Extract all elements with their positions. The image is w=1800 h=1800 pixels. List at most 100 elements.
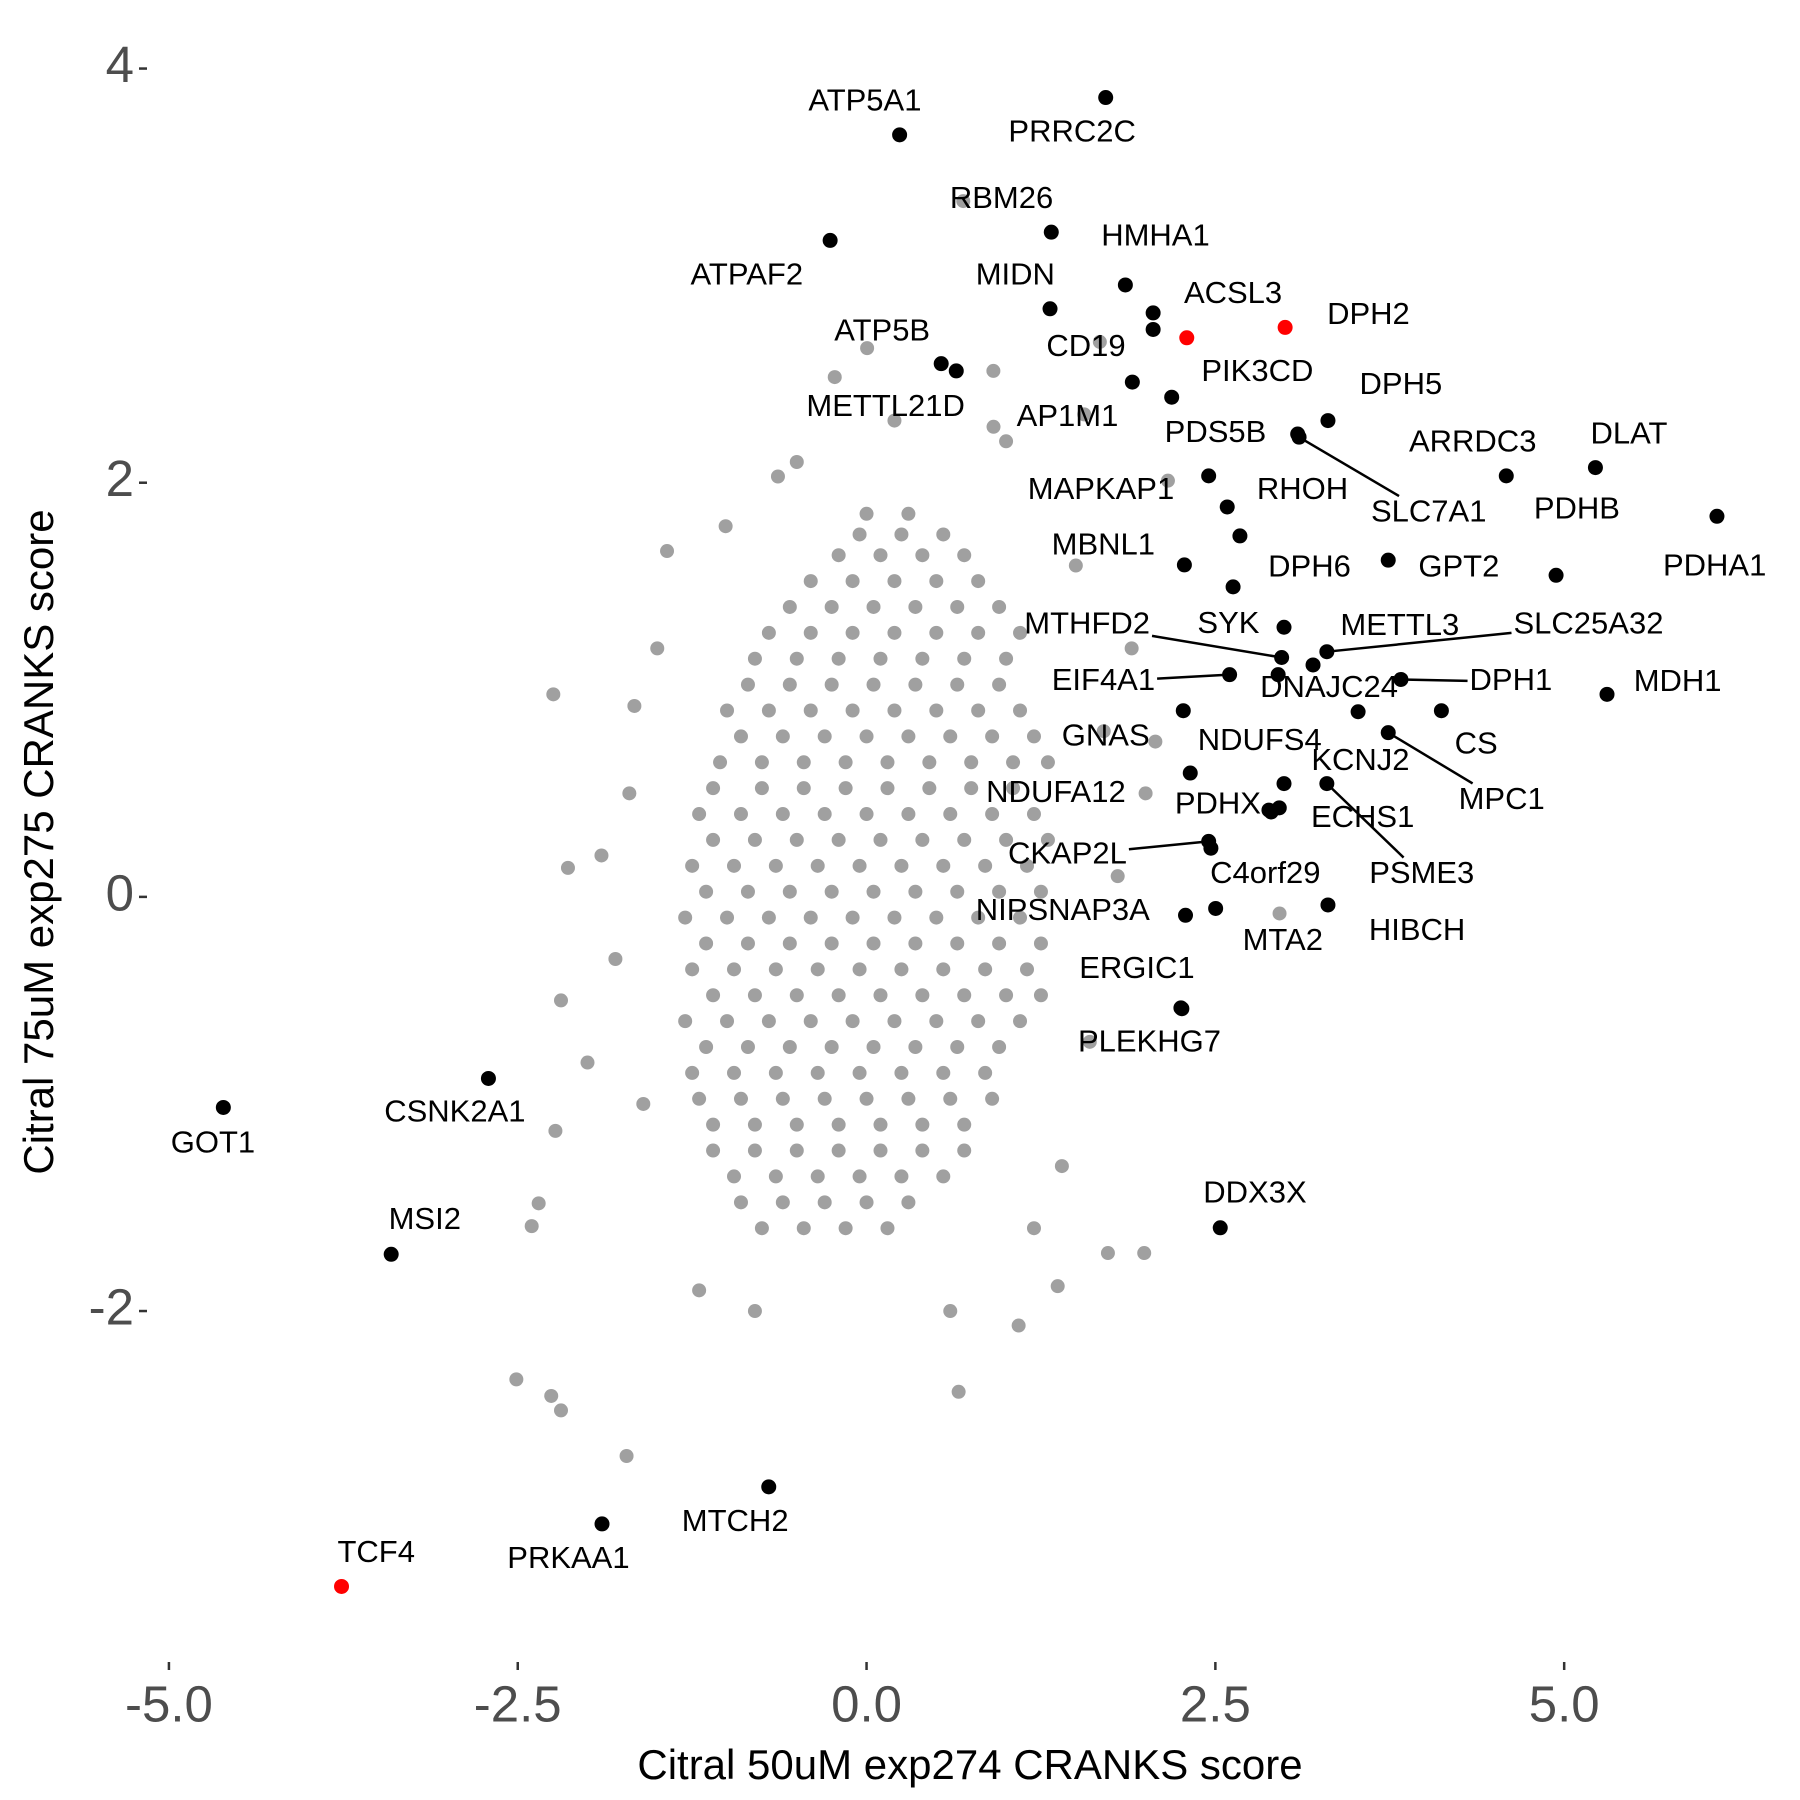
background-point: [782, 599, 797, 614]
point-label: ATP5B: [834, 313, 930, 348]
background-point: [810, 962, 825, 977]
background-point: [992, 677, 1007, 692]
background-point: [768, 858, 783, 873]
background-point: [824, 1040, 839, 1055]
background-point: [775, 807, 790, 822]
background-point: [866, 936, 881, 951]
point-label: ACSL3: [1184, 275, 1282, 310]
point-label: MPC1: [1459, 781, 1545, 816]
background-point: [978, 858, 993, 873]
x-tick-label: 2.5: [1180, 1675, 1251, 1732]
background-point: [727, 858, 742, 873]
background-point: [740, 884, 755, 899]
background-point: [956, 194, 971, 209]
background-point: [936, 858, 951, 873]
background-point: [838, 781, 853, 796]
point-label: GOT1: [171, 1125, 255, 1160]
point-label: NIPSNAP3A: [976, 892, 1150, 927]
background-point: [740, 936, 755, 951]
background-point: [1092, 334, 1107, 349]
highlight-point: [1208, 900, 1224, 916]
background-point: [887, 574, 902, 589]
background-point: [789, 988, 804, 1003]
background-point: [740, 1040, 755, 1055]
background-point: [627, 698, 642, 713]
background-point: [859, 729, 874, 744]
background-point: [957, 988, 972, 1003]
background-point: [824, 599, 839, 614]
background-point: [685, 858, 700, 873]
background-point: [782, 884, 797, 899]
background-point: [901, 506, 916, 521]
background-point: [951, 1384, 966, 1399]
background-point: [950, 936, 965, 951]
point-label: PRKAA1: [507, 1540, 629, 1575]
point-label: RHOH: [1257, 471, 1348, 506]
point-label: PRRC2C: [1008, 114, 1135, 149]
background-point: [718, 519, 733, 534]
highlight-point: [1124, 374, 1140, 390]
highlight-point: [1320, 413, 1336, 429]
point-label: ERGIC1: [1079, 950, 1194, 985]
background-point: [922, 781, 937, 796]
background-point: [796, 781, 811, 796]
highlight-point: [1042, 301, 1058, 317]
highlight-point: [1219, 499, 1235, 515]
background-point: [957, 1143, 972, 1158]
background-point: [754, 755, 769, 770]
highlight-point: [1225, 579, 1241, 595]
background-point: [824, 936, 839, 951]
background-point: [1026, 1221, 1041, 1236]
background-point: [699, 936, 714, 951]
background-point: [789, 832, 804, 847]
background-point: [782, 1040, 797, 1055]
background-point: [852, 527, 867, 542]
background-point: [1050, 1279, 1065, 1294]
point-label: PSME3: [1369, 855, 1474, 890]
background-point: [838, 1221, 853, 1236]
background-point: [761, 703, 776, 718]
background-point: [775, 729, 790, 744]
background-point: [915, 832, 930, 847]
highlight-point: [1098, 90, 1114, 106]
background-point: [985, 729, 1000, 744]
background-point: [1020, 858, 1035, 873]
point-label: MAPKAP1: [1028, 471, 1174, 506]
background-point: [887, 703, 902, 718]
background-point: [1068, 558, 1083, 573]
point-label: EIF4A1: [1052, 662, 1155, 697]
point-label: MTHFD2: [1024, 605, 1150, 640]
highlight-point: [1232, 528, 1248, 544]
background-point: [915, 988, 930, 1003]
background-point: [971, 1014, 986, 1029]
background-point: [770, 469, 785, 484]
background-point: [999, 434, 1014, 449]
point-label: TCF4: [337, 1534, 415, 1569]
background-point: [992, 884, 1007, 899]
background-point: [957, 548, 972, 563]
point-label: DNAJC24: [1260, 669, 1398, 704]
point-label: MTA2: [1243, 922, 1323, 957]
point-label: PDHB: [1534, 491, 1620, 526]
background-point: [1124, 641, 1139, 656]
background-point: [1013, 910, 1028, 925]
background-point: [986, 419, 1001, 434]
background-point: [873, 548, 888, 563]
point-label: METTL3: [1340, 607, 1459, 642]
background-point: [1013, 1014, 1028, 1029]
background-point: [943, 1304, 958, 1319]
background-point: [929, 703, 944, 718]
background-point: [929, 1014, 944, 1029]
background-point: [957, 832, 972, 847]
background-point: [594, 848, 609, 863]
background-point: [845, 1014, 860, 1029]
label-connector: [1151, 634, 1282, 659]
highlight-point: [948, 363, 964, 379]
background-point: [761, 910, 776, 925]
background-point: [775, 1195, 790, 1210]
background-point: [619, 1448, 634, 1463]
background-point: [754, 1221, 769, 1236]
highlight-point: [1178, 907, 1194, 923]
background-point: [873, 651, 888, 666]
point-label: PIK3CD: [1201, 353, 1313, 388]
